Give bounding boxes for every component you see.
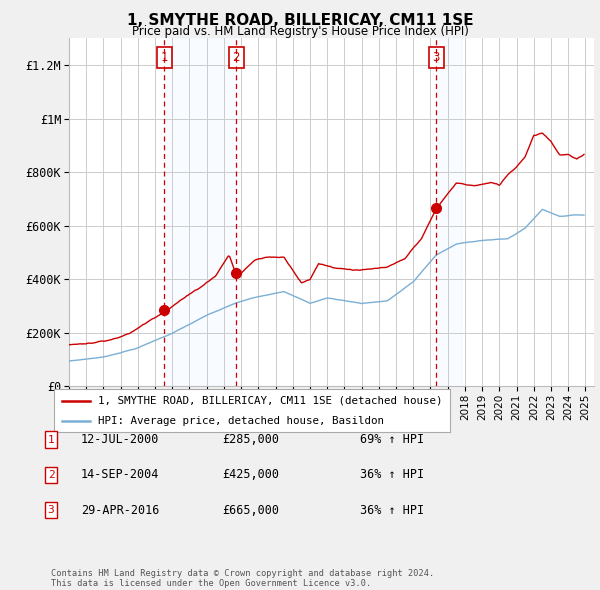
Text: 3: 3 — [47, 506, 55, 515]
Text: £665,000: £665,000 — [222, 504, 279, 517]
Text: 2: 2 — [47, 470, 55, 480]
Bar — [436, 38, 462, 386]
Bar — [164, 38, 236, 386]
Text: 36% ↑ HPI: 36% ↑ HPI — [360, 468, 424, 481]
Text: 3: 3 — [433, 51, 440, 64]
Text: 1, SMYTHE ROAD, BILLERICAY, CM11 1SE (detached house): 1, SMYTHE ROAD, BILLERICAY, CM11 1SE (de… — [98, 396, 442, 406]
Text: 14-SEP-2004: 14-SEP-2004 — [81, 468, 160, 481]
Text: 69% ↑ HPI: 69% ↑ HPI — [360, 433, 424, 446]
Text: HPI: Average price, detached house, Basildon: HPI: Average price, detached house, Basi… — [98, 417, 383, 426]
Text: 36% ↑ HPI: 36% ↑ HPI — [360, 504, 424, 517]
Text: Price paid vs. HM Land Registry's House Price Index (HPI): Price paid vs. HM Land Registry's House … — [131, 25, 469, 38]
Text: 29-APR-2016: 29-APR-2016 — [81, 504, 160, 517]
Text: 12-JUL-2000: 12-JUL-2000 — [81, 433, 160, 446]
Text: 1, SMYTHE ROAD, BILLERICAY, CM11 1SE: 1, SMYTHE ROAD, BILLERICAY, CM11 1SE — [127, 13, 473, 28]
Text: 2: 2 — [232, 51, 240, 64]
Text: This data is licensed under the Open Government Licence v3.0.: This data is licensed under the Open Gov… — [51, 579, 371, 588]
Text: Contains HM Land Registry data © Crown copyright and database right 2024.: Contains HM Land Registry data © Crown c… — [51, 569, 434, 578]
Text: 1: 1 — [47, 435, 55, 444]
Text: 1: 1 — [161, 51, 168, 64]
Text: £285,000: £285,000 — [222, 433, 279, 446]
Text: £425,000: £425,000 — [222, 468, 279, 481]
